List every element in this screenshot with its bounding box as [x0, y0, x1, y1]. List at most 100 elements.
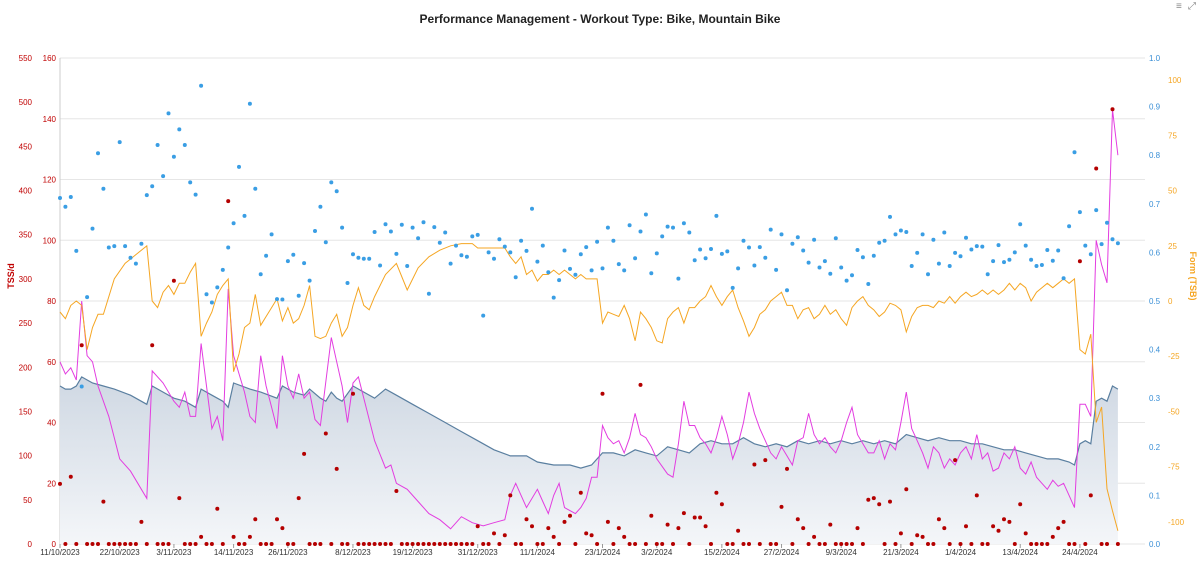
tss-point — [410, 542, 415, 546]
if-point — [161, 174, 166, 179]
tss-point — [1077, 259, 1082, 264]
tss-point — [90, 542, 95, 546]
tss-point — [649, 513, 654, 518]
if-point — [909, 264, 914, 268]
if-point — [616, 262, 621, 267]
right-inner-tick-label: 0.1 — [1149, 491, 1161, 500]
if-point — [643, 212, 648, 217]
tss-point — [416, 542, 421, 546]
if-point — [1110, 237, 1115, 242]
tss-point — [665, 522, 670, 527]
if-point — [1029, 257, 1034, 262]
tss-point — [801, 526, 806, 531]
tss-point — [307, 542, 312, 546]
if-point — [280, 297, 285, 302]
tss-point — [747, 542, 751, 546]
if-point — [573, 272, 578, 277]
tss-point — [1050, 534, 1055, 539]
left-outer-tick-label: 550 — [19, 54, 33, 63]
if-point — [177, 127, 182, 132]
tss-point — [692, 515, 697, 520]
tss-point — [231, 534, 236, 539]
right-outer-tick-label: 100 — [1168, 76, 1182, 85]
tss-point — [643, 542, 648, 546]
tss-point — [470, 542, 475, 546]
if-point — [877, 240, 882, 245]
if-point — [182, 143, 187, 147]
if-point — [698, 247, 703, 252]
tss-point — [1034, 542, 1039, 546]
right-axis-title: Form (TSB) — [1188, 252, 1198, 301]
if-point — [806, 260, 811, 265]
tss-point — [155, 542, 160, 546]
tss-point — [578, 490, 583, 495]
tss-point — [996, 528, 1001, 533]
tss-point — [709, 542, 713, 546]
left-inner-tick-label: 60 — [47, 358, 56, 367]
if-point — [833, 236, 838, 241]
if-point — [291, 252, 296, 257]
tss-point — [481, 542, 486, 546]
if-point — [318, 204, 323, 209]
tss-point — [589, 533, 594, 538]
if-point — [166, 111, 171, 116]
tss-point — [947, 542, 952, 546]
if-point — [1067, 224, 1072, 229]
tss-point — [247, 534, 252, 539]
if-point — [502, 244, 507, 249]
if-point — [676, 276, 681, 281]
right-outer-tick-label: 0 — [1168, 297, 1173, 306]
if-point — [850, 273, 854, 278]
if-point — [692, 258, 697, 263]
tss-point — [1072, 542, 1077, 546]
if-point — [964, 235, 968, 240]
tss-point — [464, 542, 469, 546]
tss-point — [361, 542, 366, 546]
tss-point — [757, 542, 762, 546]
if-point — [633, 256, 638, 261]
x-tick-label: 3/11/2023 — [156, 548, 192, 557]
tss-point — [1018, 502, 1023, 507]
tss-point — [426, 542, 431, 546]
tss-point — [1012, 542, 1017, 546]
if-point — [562, 248, 567, 253]
x-tick-label: 19/12/2023 — [393, 548, 434, 557]
if-point — [264, 253, 269, 258]
left-inner-tick-label: 140 — [43, 115, 57, 124]
tss-point — [258, 542, 263, 546]
if-point — [90, 226, 95, 231]
tss-point — [714, 490, 719, 495]
tss-point — [199, 534, 204, 539]
if-point — [443, 230, 448, 235]
if-point — [85, 295, 90, 300]
tss-point — [812, 534, 817, 539]
if-point — [882, 238, 887, 243]
if-point — [193, 192, 198, 197]
tss-point — [844, 542, 849, 546]
if-point — [399, 222, 404, 227]
tss-point — [519, 542, 524, 546]
if-point — [307, 278, 312, 283]
tss-point — [367, 542, 372, 546]
if-point — [128, 255, 133, 260]
if-point — [285, 259, 290, 264]
tss-point — [1039, 542, 1044, 546]
menu-icon[interactable]: ≡ — [1176, 1, 1182, 12]
if-point — [860, 255, 865, 260]
tss-point — [161, 542, 166, 546]
tss-point — [931, 542, 936, 546]
tss-point — [660, 542, 665, 546]
if-point — [817, 265, 822, 270]
if-point — [660, 234, 665, 239]
tss-point — [106, 542, 111, 546]
if-point — [405, 264, 410, 268]
if-point — [378, 263, 383, 268]
tss-point — [264, 542, 269, 546]
tss-point — [85, 542, 90, 546]
tss-point — [313, 542, 317, 546]
expand-icon[interactable]: ⤢ — [1188, 1, 1196, 12]
if-point — [275, 297, 279, 302]
if-point — [893, 232, 898, 237]
right-inner-tick-label: 0.4 — [1149, 346, 1161, 355]
if-point — [822, 259, 827, 264]
